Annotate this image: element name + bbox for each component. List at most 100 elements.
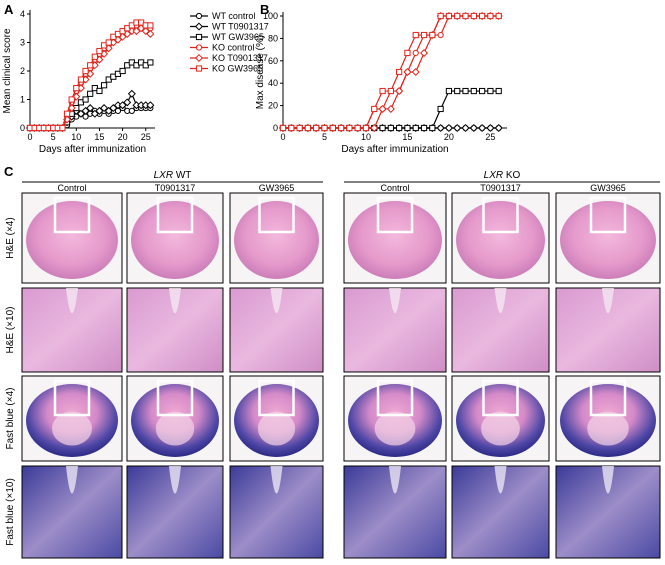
row-label: H&E (×10) bbox=[5, 307, 16, 354]
marker bbox=[404, 124, 411, 132]
tissue bbox=[456, 201, 545, 279]
panel-label: C bbox=[4, 164, 14, 179]
micrograph bbox=[555, 287, 661, 373]
series bbox=[279, 12, 502, 132]
micrograph bbox=[21, 287, 123, 373]
x-tick-label: 25 bbox=[141, 132, 151, 142]
inset-box bbox=[53, 379, 91, 417]
x-tick-label: 10 bbox=[71, 132, 81, 142]
marker bbox=[404, 49, 411, 57]
marker bbox=[195, 44, 203, 51]
marker bbox=[429, 124, 436, 132]
x-axis-label: Days after immunization bbox=[39, 144, 146, 155]
marker bbox=[436, 123, 445, 133]
y-tick-label: 0 bbox=[273, 123, 278, 133]
marker bbox=[495, 12, 502, 20]
marker bbox=[487, 12, 494, 20]
marker bbox=[437, 105, 444, 113]
column-label: T0901317 bbox=[155, 183, 196, 193]
column-label: Control bbox=[380, 183, 409, 193]
marker bbox=[479, 12, 486, 20]
inset-box bbox=[376, 379, 414, 417]
x-tick-label: 0 bbox=[280, 132, 285, 142]
y-tick-label: 40 bbox=[268, 78, 278, 88]
fissure bbox=[270, 466, 283, 494]
marker bbox=[478, 123, 487, 133]
inset-box bbox=[482, 379, 519, 417]
marker bbox=[495, 87, 502, 95]
marker bbox=[141, 27, 150, 36]
marker bbox=[396, 124, 403, 132]
inset-box bbox=[156, 196, 194, 234]
x-tick-label: 5 bbox=[51, 132, 56, 142]
marker bbox=[63, 110, 71, 117]
grey-matter bbox=[374, 411, 416, 446]
marker bbox=[420, 31, 428, 39]
marker bbox=[420, 48, 429, 57]
marker bbox=[462, 87, 469, 95]
marker bbox=[470, 87, 477, 95]
marker bbox=[82, 67, 89, 75]
x-tick-label: 20 bbox=[118, 132, 128, 142]
marker bbox=[444, 123, 453, 133]
marker bbox=[91, 53, 98, 60]
fissure bbox=[494, 466, 507, 494]
marker bbox=[420, 124, 428, 132]
marker bbox=[387, 124, 394, 132]
marker bbox=[412, 49, 419, 57]
x-tick-label: 15 bbox=[94, 132, 104, 142]
marker bbox=[379, 87, 386, 95]
grey-matter bbox=[155, 411, 195, 446]
marker bbox=[59, 124, 66, 132]
x-tick-label: 20 bbox=[444, 132, 454, 142]
x-tick-label: 5 bbox=[322, 132, 327, 142]
marker bbox=[104, 106, 113, 115]
gene: LXR bbox=[154, 170, 173, 181]
grey-matter bbox=[587, 411, 629, 446]
marker bbox=[437, 12, 444, 20]
marker bbox=[462, 12, 469, 20]
series bbox=[279, 12, 502, 132]
micrograph bbox=[343, 192, 447, 284]
fissure bbox=[494, 288, 507, 314]
marker bbox=[195, 65, 203, 72]
inset-box bbox=[156, 379, 194, 417]
marker bbox=[454, 87, 461, 95]
series bbox=[26, 19, 154, 132]
image-frame bbox=[229, 287, 324, 373]
marker bbox=[82, 96, 89, 103]
marker bbox=[77, 76, 85, 83]
x-tick-label: 10 bbox=[361, 132, 371, 142]
marker bbox=[429, 31, 436, 39]
marker bbox=[445, 87, 453, 95]
micrograph bbox=[21, 192, 123, 284]
marker bbox=[469, 123, 478, 133]
legend-label: KO GW3965 bbox=[212, 64, 263, 74]
y-tick-label: 3 bbox=[20, 38, 25, 48]
marker bbox=[123, 98, 132, 107]
marker bbox=[76, 109, 85, 118]
x-tick-label: 15 bbox=[402, 132, 412, 142]
marker bbox=[412, 31, 419, 39]
marker bbox=[386, 104, 395, 113]
marker bbox=[194, 53, 204, 63]
legend-label: KO control bbox=[212, 43, 255, 53]
marker bbox=[387, 87, 394, 95]
group-header: LXR WT bbox=[154, 170, 192, 181]
fissure bbox=[270, 288, 283, 314]
series bbox=[278, 11, 503, 133]
inset-box bbox=[376, 196, 414, 234]
fissure bbox=[602, 288, 614, 314]
marker bbox=[194, 22, 204, 31]
row-label: Fast blue (×10) bbox=[5, 478, 16, 546]
marker bbox=[279, 124, 287, 132]
column-label: GW3965 bbox=[259, 183, 295, 193]
micrograph bbox=[126, 465, 224, 559]
genotype: WT bbox=[176, 170, 192, 181]
inset-box bbox=[258, 379, 295, 417]
micrograph bbox=[229, 192, 324, 284]
marker bbox=[412, 124, 419, 132]
inset-box bbox=[589, 379, 627, 417]
micrograph bbox=[21, 465, 123, 559]
